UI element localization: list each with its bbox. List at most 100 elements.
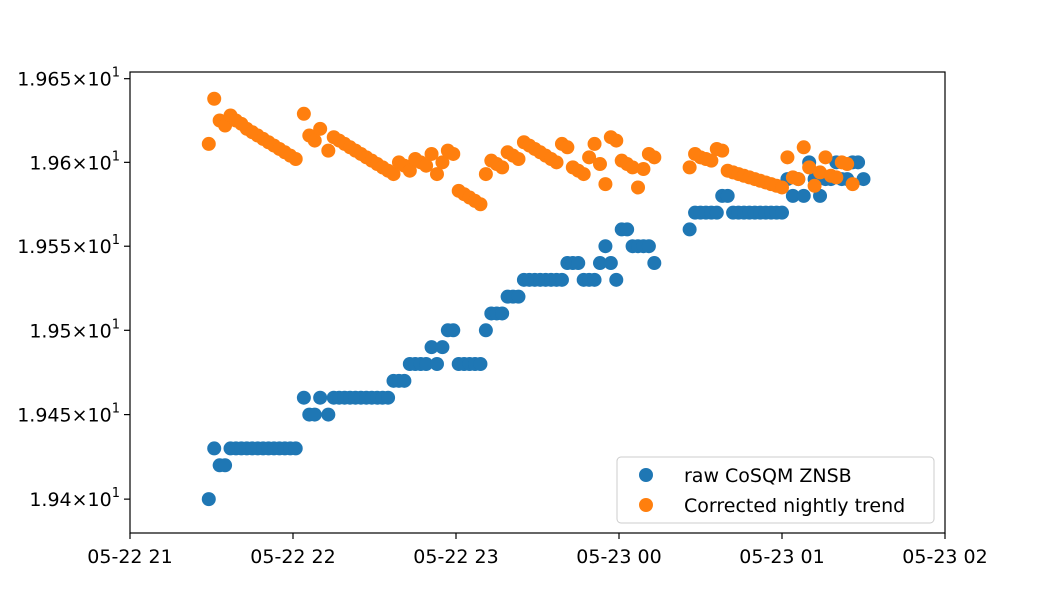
data-point — [775, 205, 789, 220]
y-tick-exponent: 1 — [112, 317, 120, 332]
data-point — [478, 323, 493, 338]
y-tick-label: 1.95×101 — [29, 317, 120, 342]
data-point — [592, 157, 607, 172]
data-point — [582, 150, 597, 165]
data-point — [641, 239, 656, 254]
data-point — [609, 272, 624, 287]
legend: raw CoSQM ZNSB Corrected nightly trend — [616, 456, 935, 524]
data-point — [207, 441, 222, 456]
data-point — [201, 136, 216, 151]
data-point — [288, 151, 303, 166]
data-point — [419, 357, 434, 371]
data-point — [381, 390, 396, 405]
data-point — [775, 180, 789, 195]
data-point — [554, 272, 569, 287]
data-point — [851, 155, 866, 170]
y-tick-mantissa: 1.95×10 — [29, 320, 111, 342]
data-point — [511, 289, 526, 304]
data-point — [603, 256, 618, 271]
data-point — [307, 133, 322, 148]
data-point — [715, 143, 730, 158]
data-point — [321, 407, 336, 422]
y-tick-mantissa: 1.94×10 — [29, 489, 111, 511]
data-point — [780, 150, 795, 165]
y-tick-mantissa: 1.96×10 — [29, 152, 111, 174]
x-tick-label: 05-23 01 — [739, 546, 824, 568]
x-tick-label: 05-22 23 — [413, 546, 498, 568]
data-point — [818, 150, 833, 165]
data-point — [296, 106, 311, 121]
y-axis: 1.94×1011.945×1011.95×1011.955×1011.96×1… — [17, 66, 130, 511]
data-point — [682, 160, 697, 175]
x-axis: 05-22 21 05-22 22 05-22 23 05-23 00 05-23 01… — [87, 533, 988, 568]
data-point — [571, 256, 586, 271]
legend-marker — [639, 468, 653, 482]
legend-marker — [639, 498, 653, 512]
data-point — [609, 133, 624, 148]
data-point — [429, 357, 444, 371]
data-point — [791, 172, 806, 187]
data-point — [435, 340, 450, 355]
data-point — [424, 340, 439, 355]
y-tick-label: 1.94×101 — [29, 486, 120, 511]
legend-box — [616, 456, 935, 524]
data-point — [796, 188, 811, 203]
y-tick-mantissa: 1.965×10 — [17, 69, 112, 91]
data-point — [495, 160, 510, 175]
y-tick-label: 1.96×101 — [29, 149, 120, 174]
data-point — [201, 492, 216, 507]
data-point — [598, 239, 613, 254]
data-point — [478, 167, 493, 182]
data-point — [631, 180, 646, 195]
series-layer — [201, 91, 871, 507]
data-point — [435, 155, 450, 170]
data-point — [802, 160, 817, 175]
data-point — [424, 146, 439, 161]
series-corrected — [201, 91, 860, 212]
data-point — [402, 163, 417, 178]
axes-frame — [129, 71, 946, 534]
legend-label: raw CoSQM ZNSB — [684, 465, 852, 487]
data-point — [720, 188, 735, 203]
y-tick-exponent: 1 — [112, 486, 120, 501]
data-point — [511, 151, 526, 166]
data-point — [446, 146, 461, 161]
data-point — [682, 222, 697, 237]
data-point — [446, 323, 461, 338]
data-point — [709, 205, 724, 220]
data-point — [785, 188, 800, 203]
data-point — [829, 170, 844, 185]
data-point — [598, 177, 613, 192]
data-point — [207, 91, 222, 106]
data-point — [560, 140, 575, 155]
data-point — [288, 441, 303, 456]
data-point — [813, 165, 828, 180]
data-point — [218, 458, 233, 473]
y-tick-label: 1.955×101 — [17, 233, 120, 258]
data-point — [495, 306, 510, 321]
x-tick-label: 05-23 00 — [576, 546, 661, 568]
y-tick-label: 1.965×101 — [17, 66, 120, 91]
data-point — [587, 272, 602, 287]
x-tick-label: 05-22 22 — [250, 546, 335, 568]
y-tick-mantissa: 1.945×10 — [17, 405, 112, 427]
series-raw — [201, 155, 871, 507]
y-tick-exponent: 1 — [112, 402, 120, 417]
legend-label: Corrected nightly trend — [684, 495, 905, 517]
data-point — [647, 150, 662, 165]
data-point — [796, 140, 811, 155]
data-point — [473, 197, 488, 212]
data-point — [636, 162, 651, 177]
y-tick-mantissa: 1.955×10 — [17, 236, 112, 258]
data-point — [592, 256, 607, 271]
data-point — [807, 178, 822, 193]
data-point — [704, 153, 719, 168]
data-point — [321, 143, 336, 158]
y-tick-exponent: 1 — [112, 149, 120, 164]
data-point — [307, 407, 322, 422]
data-point — [296, 390, 311, 405]
y-tick-exponent: 1 — [112, 66, 120, 81]
data-point — [845, 177, 860, 192]
data-point — [397, 373, 412, 388]
